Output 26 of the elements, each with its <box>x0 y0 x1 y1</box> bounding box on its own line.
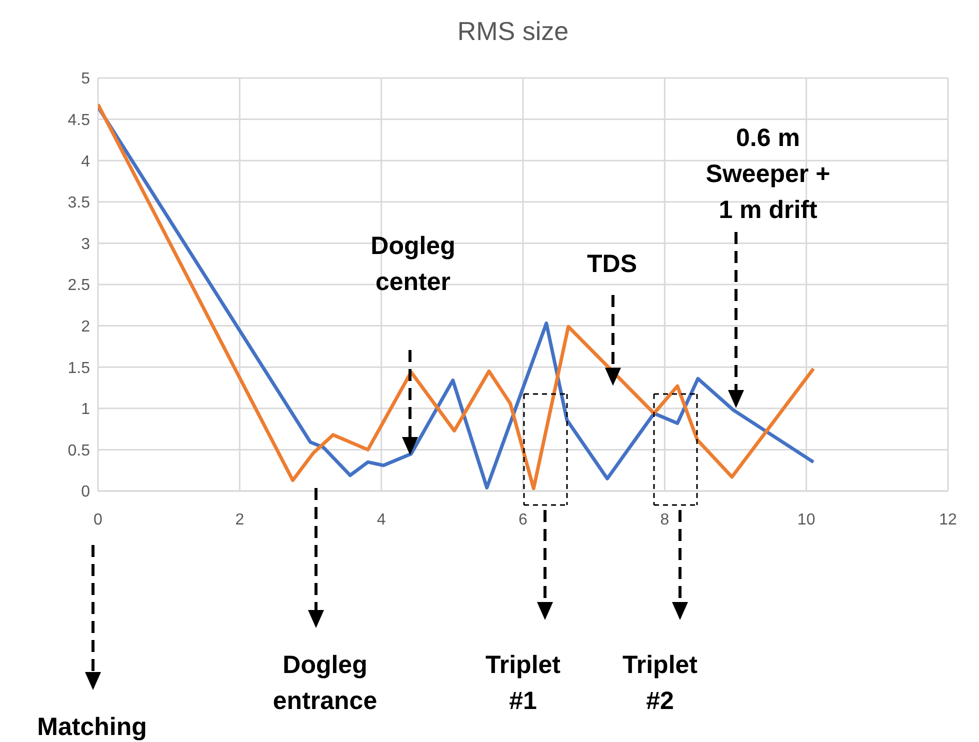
y-tick-label: 3.5 <box>68 194 90 212</box>
text: Matching <box>37 713 147 741</box>
x-tick-label: 10 <box>797 511 816 528</box>
y-tick-label: 1 <box>81 401 90 418</box>
text: Triplet #1 <box>485 651 562 715</box>
chart-title: RMS size <box>457 16 569 46</box>
y-tick-label: 1.5 <box>68 360 90 377</box>
y-tick-label: 0.5 <box>68 442 90 460</box>
annotation: 0.6 m Sweeper + 1 m drift <box>706 124 830 224</box>
annotation: Dogleg center <box>370 232 456 296</box>
y-tick-label: 4.5 <box>68 112 90 129</box>
text: Triplet #2 <box>622 651 698 715</box>
x-tick-label: 0 <box>94 511 103 528</box>
text: Dogleg entrance <box>272 651 378 715</box>
x-tick-label: 6 <box>518 511 528 528</box>
x-tick-label: 8 <box>660 511 670 528</box>
y-tick-label: 5 <box>81 70 90 88</box>
x-tick-label: 12 <box>939 511 957 528</box>
y-tick-label: 4 <box>81 153 90 170</box>
x-tick-label: 4 <box>376 511 386 528</box>
y-tick-label: 3 <box>81 236 90 253</box>
x-tick-label: 2 <box>235 511 244 528</box>
y-tick-label: 2.5 <box>68 277 90 294</box>
y-tick-label: 2 <box>81 318 90 336</box>
annotation: TDS <box>587 250 637 278</box>
y-tick-label: 0 <box>81 484 90 501</box>
